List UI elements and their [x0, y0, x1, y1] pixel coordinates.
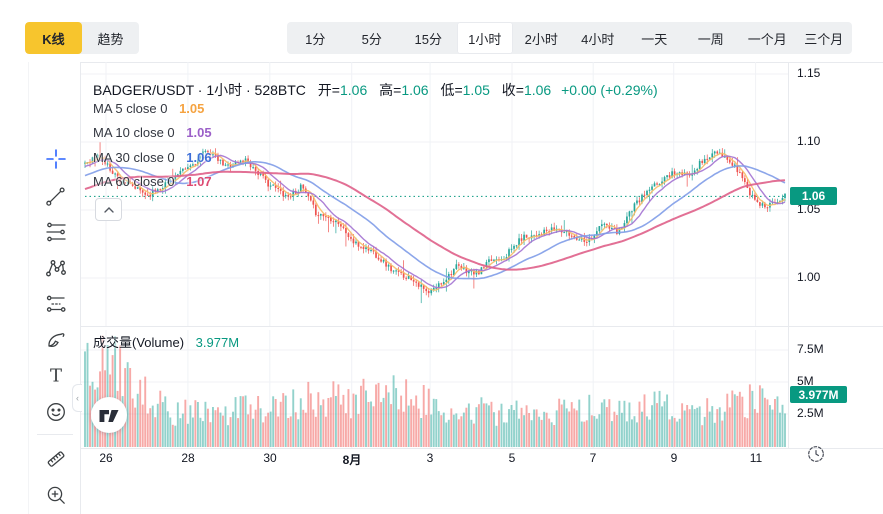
crosshair-tool-button[interactable] [44, 147, 68, 171]
zoom-in-tool-button[interactable] [44, 483, 68, 507]
time-axis-label: 3 [426, 451, 434, 465]
candlestick-series [84, 142, 786, 304]
svg-text:T: T [50, 366, 62, 387]
text-icon: T [50, 366, 62, 387]
ma5-label: MA 5 close 0 [93, 101, 168, 116]
high-label: 高= [379, 82, 402, 98]
price-grid [81, 62, 788, 326]
close-label: 收= [501, 82, 524, 98]
ma60-label: MA 60 close 0 [93, 174, 175, 189]
low-value: 1.05 [462, 82, 490, 98]
zoom-in-icon [47, 486, 65, 504]
symbol-title: BADGER/USDT · 1小时 · 528BTC [93, 82, 306, 98]
fib-retracement-tool-button[interactable] [44, 220, 68, 244]
volume-axis-label: 5M [797, 374, 814, 388]
crosshair-icon [46, 149, 66, 169]
forecast-icon [46, 295, 66, 312]
tf-2h[interactable]: 2小时 [513, 22, 570, 54]
ma5-legend-row[interactable]: MA 5 close 0 1.05 [93, 101, 204, 116]
volume-value: 3.977M [195, 335, 240, 350]
time-axis-label: 7 [589, 451, 597, 465]
time-axis-label: 8月 [342, 453, 362, 467]
toolbar-divider [28, 62, 883, 63]
open-label: 开= [317, 82, 340, 98]
tradingview-icon [91, 397, 127, 433]
tf-4h[interactable]: 4小时 [570, 22, 627, 54]
legend-collapse-button[interactable] [95, 198, 122, 221]
price-candlestick-pane[interactable] [81, 62, 788, 326]
close-value: 1.06 [523, 82, 552, 98]
low-label: 低= [440, 82, 463, 98]
timeframe-tabs: 1分 5分 15分 1小时 2小时 4小时 一天 一周 一个月 三个月 [287, 22, 852, 54]
emoji-icon [47, 403, 65, 421]
drawing-tools-sidebar: T [28, 62, 81, 514]
tab-kline[interactable]: K线 [25, 22, 82, 54]
brush-icon [48, 333, 65, 347]
ma10-value: 1.05 [186, 125, 212, 140]
time-axis-label: 30 [263, 451, 277, 465]
high-value: 1.06 [401, 82, 429, 98]
tf-1d[interactable]: 一天 [626, 22, 683, 54]
change-value: +0.00 (+0.29%) [561, 82, 658, 98]
clock-icon [808, 446, 824, 462]
chevron-left-icon: ‹ [76, 393, 79, 403]
volume-bars [84, 335, 786, 447]
price-axis-label: 1.05 [797, 202, 821, 216]
fib-retracement-icon [46, 222, 66, 242]
xabcd-pattern-tool-button[interactable] [44, 256, 68, 280]
time-axis-label: 26 [99, 451, 113, 465]
ma5-value: 1.05 [179, 101, 205, 116]
ma60-value: 1.07 [186, 174, 212, 189]
text-tool-button[interactable]: T [44, 363, 68, 387]
price-axis-label: 1.10 [797, 134, 821, 148]
tf-3mo[interactable]: 三个月 [796, 22, 853, 54]
tf-1mo[interactable]: 一个月 [739, 22, 796, 54]
time-axis-label: 28 [181, 451, 195, 465]
tf-1h[interactable]: 1小时 [456, 22, 513, 54]
tf-1w[interactable]: 一周 [683, 22, 740, 54]
volume-title: 成交量(Volume) [93, 335, 185, 350]
chevron-up-icon [103, 206, 114, 213]
tf-1m[interactable]: 1分 [287, 22, 344, 54]
open-value: 1.06 [339, 82, 368, 98]
tab-trend[interactable]: 趋势 [82, 22, 139, 54]
last-volume-tag: 3.977M [790, 386, 847, 403]
time-settings-button[interactable] [807, 445, 825, 463]
ma30-label: MA 30 close 0 [93, 150, 175, 165]
ma10-legend-row[interactable]: MA 10 close 0 1.05 [93, 125, 212, 140]
emoji-tool-button[interactable] [44, 400, 68, 424]
tf-5m[interactable]: 5分 [344, 22, 401, 54]
trend-line-tool-button[interactable] [44, 184, 68, 208]
chart-type-tabs: K线 趋势 [25, 22, 139, 54]
time-axis-label: 9 [670, 451, 678, 465]
volume-legend[interactable]: 成交量(Volume) 3.977M [93, 332, 239, 351]
ma10-label: MA 10 close 0 [93, 125, 175, 140]
brush-tool-button[interactable] [44, 328, 68, 352]
volume-axis-label: 2.5M [797, 406, 824, 420]
ruler-tool-button[interactable] [44, 447, 68, 471]
ma30-value: 1.06 [186, 150, 212, 165]
price-axis-label: 1.00 [797, 270, 821, 284]
ma30-legend-row[interactable]: MA 30 close 0 1.06 [93, 150, 212, 165]
ma-lines [84, 152, 786, 291]
time-axis-label: 5 [508, 451, 516, 465]
time-axis-label: 11 [749, 451, 763, 465]
price-axis-border [788, 62, 789, 448]
tradingview-logo[interactable] [91, 397, 127, 433]
forecast-tool-button[interactable] [44, 292, 68, 316]
ma60-legend-row[interactable]: MA 60 close 0 1.07 [93, 174, 212, 189]
last-price-tag: 1.06 [790, 187, 837, 205]
sidebar-divider [37, 434, 73, 435]
tf-15m[interactable]: 15分 [400, 22, 457, 54]
sidebar-collapse-handle[interactable]: ‹ [72, 384, 82, 412]
volume-axis-label: 7.5M [797, 342, 824, 356]
time-axis-border [81, 448, 883, 449]
price-axis-label: 1.15 [797, 66, 821, 80]
xabcd-pattern-icon [46, 260, 66, 277]
ruler-icon [47, 451, 65, 467]
chart-header: BADGER/USDT · 1小时 · 528BTC 开=1.06 高=1.06… [93, 80, 658, 100]
pane-separator[interactable] [81, 326, 883, 327]
trend-line-icon [46, 187, 65, 206]
